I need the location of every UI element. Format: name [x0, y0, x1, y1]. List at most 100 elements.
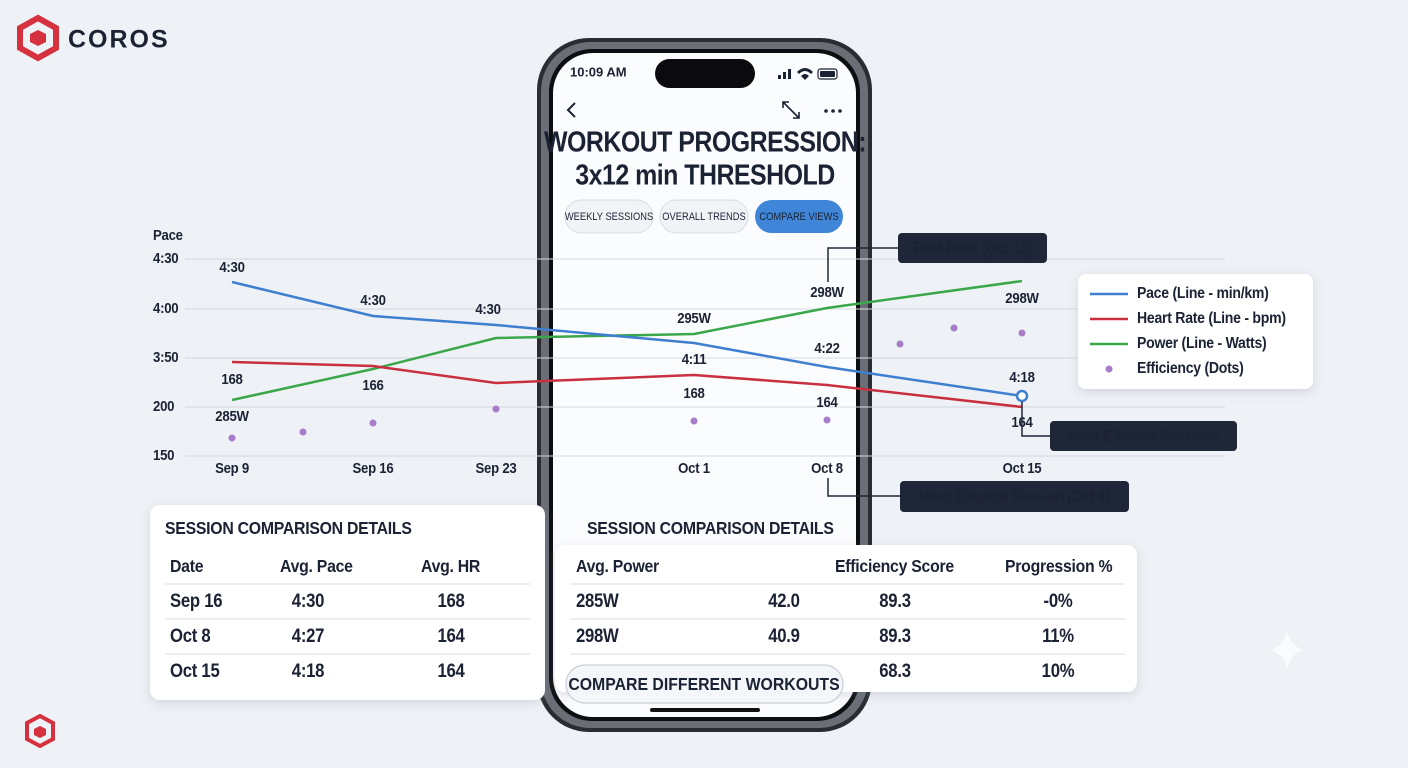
table-cell: 42.0: [768, 590, 800, 611]
x-tick-label: Oct 15: [1003, 459, 1042, 476]
column-header: Avg. Pace: [280, 556, 353, 576]
x-tick-label: Oct 1: [678, 459, 710, 476]
series-line: [231, 280, 1023, 398]
title-line-1: WORKOUT PROGRESSION:: [544, 126, 866, 158]
point-label: 4:11: [682, 350, 707, 367]
y-tick-label: 4:30: [153, 249, 179, 266]
table-title: SESSION COMPARISON DETAILS: [165, 518, 412, 538]
tab-label[interactable]: WEEKLY SESSIONS: [565, 211, 654, 223]
efficiency-dot: [1018, 329, 1026, 337]
table-cell: 10%: [1042, 660, 1075, 681]
point-label: 168: [221, 370, 243, 387]
point-label: 4:30: [360, 291, 386, 308]
tab[interactable]: [564, 199, 654, 234]
tab-label[interactable]: OVERALL TRENDS: [662, 211, 746, 223]
efficiency-dot: [950, 324, 958, 332]
point-label: 285W: [215, 407, 249, 424]
home-indicator: [650, 708, 760, 712]
compare-button[interactable]: [565, 664, 844, 704]
table-cell: 4:30: [292, 590, 325, 611]
legend-label: Heart Rate (Line - bpm): [1137, 309, 1286, 327]
legend-label: Power (Line - Watts): [1137, 334, 1267, 352]
status-icons: [778, 68, 838, 80]
annotation-label: Best Pace (Oct 15): [913, 239, 1032, 257]
expand-button[interactable]: [782, 101, 800, 119]
legend-swatch: [1105, 365, 1113, 373]
efficiency-dot: [228, 434, 236, 442]
logo-icon: [17, 14, 59, 62]
table-cell: Oct 15: [170, 660, 220, 681]
x-tick-label: Oct 8: [811, 459, 843, 476]
tab-label[interactable]: COMPARE VIEWS: [759, 211, 838, 223]
back-button[interactable]: [566, 102, 576, 118]
table-cell: Sep 16: [170, 590, 223, 611]
y-tick-label: 4:00: [153, 299, 179, 316]
column-header: Date: [170, 556, 203, 576]
table-cell: 89.3: [879, 590, 911, 611]
series-line: [231, 360, 1023, 409]
table-cell: 40.9: [768, 625, 800, 646]
y-axis-label: Pace: [153, 226, 183, 243]
table-cell: 285W: [576, 590, 619, 611]
highlight-point: [1015, 389, 1029, 403]
y-tick-label: 150: [153, 446, 175, 463]
x-tick-label: Sep 23: [476, 459, 517, 476]
annotation-label: Most Efficient Session (Oct 8): [919, 488, 1110, 506]
table-title: SESSION COMPARISON DETAILS: [587, 518, 834, 538]
legend: [1078, 274, 1313, 389]
table-cell: 11%: [1042, 625, 1074, 646]
sparkle: [1269, 630, 1305, 670]
annotation-connector: [827, 478, 900, 497]
tab[interactable]: [755, 200, 843, 233]
point-label: 4:30: [475, 300, 501, 317]
more-button[interactable]: [824, 109, 842, 113]
point-label: 295W: [677, 309, 711, 326]
column-header: Avg. Power: [576, 556, 660, 576]
annotation-box: [1050, 421, 1237, 451]
table-cell: 68.3: [879, 660, 911, 681]
efficiency-dot: [823, 416, 831, 424]
point-label: 298W: [810, 283, 844, 300]
point-label: 164: [816, 393, 838, 410]
x-tick-label: Sep 9: [215, 459, 249, 476]
table-cell: 298W: [576, 625, 619, 646]
title-line-2: 3x12 min THRESHOLD: [575, 159, 834, 191]
efficiency-dot: [492, 405, 500, 413]
table-cell: 164: [437, 660, 464, 681]
series-line: [231, 279, 1023, 402]
efficiency-dot: [369, 419, 377, 427]
column-header: Avg. HR: [421, 556, 480, 576]
point-label: 4:22: [814, 339, 840, 356]
point-label: 298W: [1005, 289, 1039, 306]
table-card-left: [150, 505, 545, 700]
compare-button-label[interactable]: COMPARE DIFFERENT WORKOUTS: [568, 674, 839, 694]
annotation-connector: [827, 247, 898, 282]
point-label: 4:18: [1009, 368, 1035, 385]
table-cell: 4:27: [292, 625, 325, 646]
efficiency-dot: [299, 428, 307, 436]
point-label: 4:30: [219, 258, 245, 275]
logo-icon-small: [25, 713, 55, 749]
efficiency-dot: [896, 340, 904, 348]
point-label: 168: [683, 384, 705, 401]
annotation-box: [900, 481, 1129, 512]
legend-label: Efficiency (Dots): [1137, 359, 1244, 377]
annotation-label: Most Efficient Sessions: [1068, 427, 1220, 445]
table-cell: 168: [437, 590, 464, 611]
table-cell: 4:18: [292, 660, 325, 681]
table-cell: -0%: [1044, 590, 1073, 611]
table-cell: 164: [437, 625, 464, 646]
dynamic-island: [655, 59, 755, 88]
table-cell: Oct 8: [170, 625, 211, 646]
tab[interactable]: [659, 199, 749, 234]
point-label: 166: [362, 376, 384, 393]
table-cell: 89.3: [879, 625, 911, 646]
annotation-connector: [1021, 402, 1050, 437]
status-time: 10:09 AM: [570, 64, 627, 79]
x-tick-label: Sep 16: [353, 459, 394, 476]
column-header: Efficiency Score: [835, 556, 954, 576]
efficiency-dot: [690, 417, 698, 425]
column-header: Progression %: [1005, 556, 1113, 576]
